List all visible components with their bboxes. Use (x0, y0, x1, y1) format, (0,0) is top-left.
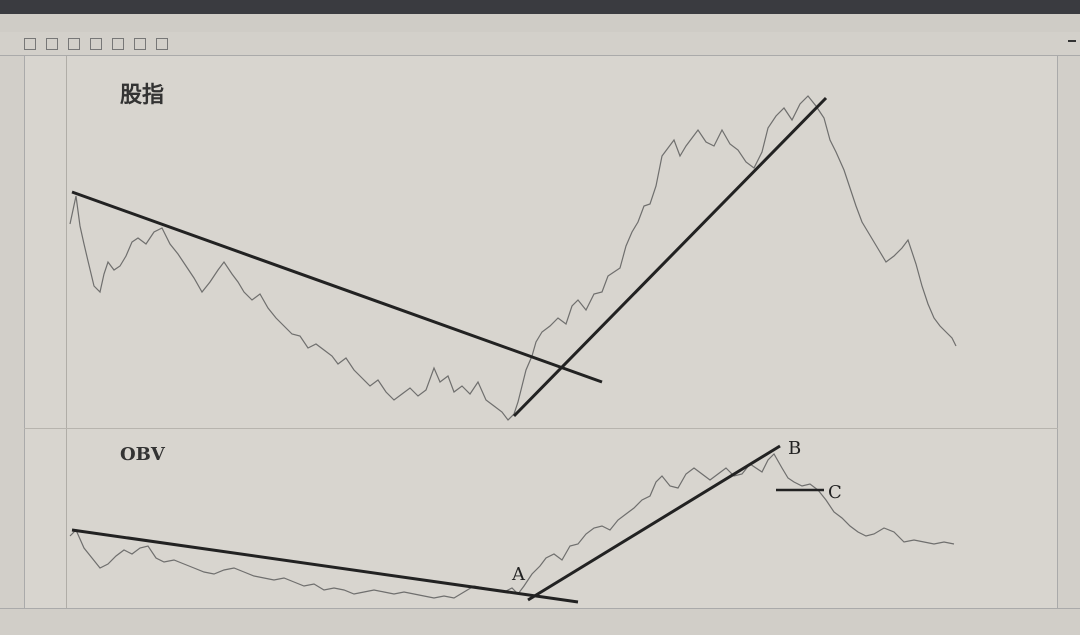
index-price-line (69, 95, 957, 421)
toolbar-button-7[interactable] (156, 37, 168, 50)
index-uptrend-line (512, 96, 828, 418)
toolbar (0, 32, 1080, 56)
marker-c: C (828, 482, 842, 503)
index-pane-title: 股指 (120, 82, 164, 108)
marker-b: B (788, 438, 801, 459)
pane-divider (24, 428, 1058, 429)
obv-line (69, 453, 955, 599)
marker-a: A (511, 564, 526, 585)
chart-canvas: 股指 OBV A B C (69, 82, 957, 604)
menu-bar (0, 14, 1080, 32)
obv-downtrend-line (71, 528, 579, 604)
obv-pane-title: OBV (120, 444, 166, 465)
toolbar-right-tag[interactable] (1068, 40, 1076, 42)
obv-uptrend-line (527, 444, 781, 602)
right-ruler (1057, 56, 1080, 616)
value-axis (24, 56, 67, 616)
index-downtrend-line (71, 190, 603, 384)
toolbar-button-6[interactable] (134, 37, 146, 50)
toolbar-button-4[interactable] (90, 37, 102, 50)
title-bar (0, 0, 1080, 14)
toolbar-button-2[interactable] (46, 37, 58, 50)
toolbar-button-5[interactable] (112, 37, 124, 50)
status-bar (0, 608, 1080, 635)
toolbar-button-3[interactable] (68, 37, 80, 50)
left-ruler (0, 56, 25, 616)
toolbar-button-1[interactable] (24, 37, 36, 50)
